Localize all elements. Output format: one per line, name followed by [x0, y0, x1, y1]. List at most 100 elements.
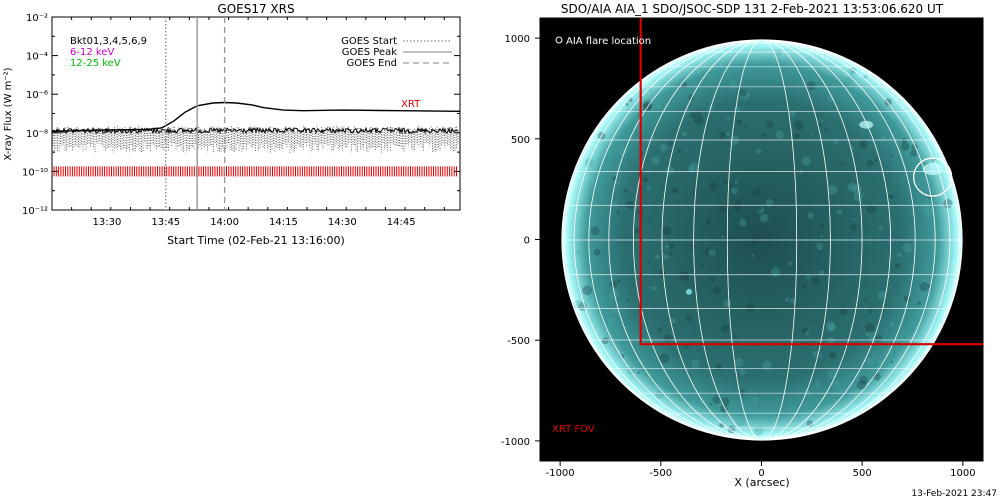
surface-blob: [839, 307, 848, 316]
surface-blob: [671, 187, 679, 194]
surface-blob: [721, 235, 724, 238]
aia-axes: -1000 -500 0 500 1000 -1000 -500 0 500 1000: [501, 34, 976, 479]
surface-blob: [807, 212, 814, 219]
surface-blob: [816, 243, 823, 250]
surface-blob: [827, 369, 838, 379]
surface-blob: [573, 299, 583, 309]
surface-blob: [682, 131, 687, 137]
surface-blob: [648, 87, 652, 91]
surface-blob: [874, 334, 883, 343]
surface-blob: [658, 327, 662, 332]
surface-blob: [852, 217, 855, 221]
surface-blob: [812, 351, 819, 358]
surface-blob: [700, 264, 705, 268]
surface-blob: [818, 123, 823, 128]
aia-x-tick-label: 500: [853, 468, 872, 479]
surface-blob: [646, 261, 650, 265]
surface-blob: [613, 200, 618, 205]
surface-blob: [723, 299, 732, 308]
surface-blob: [646, 186, 652, 191]
surface-blob: [852, 183, 863, 194]
surface-blob: [680, 81, 688, 89]
goes-title: GOES17 XRS: [217, 2, 294, 16]
surface-blob: [655, 254, 660, 259]
heliographic-grid: [562, 40, 962, 440]
surface-blob: [653, 173, 656, 176]
surface-blob: [663, 254, 669, 260]
y-tick-label: 10⁻⁸: [26, 129, 48, 140]
legend-right-entry: GOES End: [347, 58, 397, 69]
surface-blob: [925, 208, 934, 217]
goes-panel: GOES17 XRS 10⁻¹² 10⁻¹⁰ 10⁻⁸ 10⁻⁶ 10⁻⁴ 10⁻² 13…: [3, 2, 461, 247]
surface-blob: [847, 182, 857, 192]
surface-blob: [863, 191, 866, 195]
surface-blob: [874, 158, 878, 163]
aia-y-tick-label: -1000: [501, 437, 530, 448]
aia-panel: SDO/AIA AIA_1 SDO/JSOC-SDP 131 2-Feb-202…: [501, 2, 984, 489]
surface-blob: [840, 161, 844, 165]
y-tick-label: 10⁻²: [26, 13, 48, 24]
surface-blob: [721, 325, 729, 334]
surface-blob: [806, 275, 810, 280]
surface-blob: [910, 321, 915, 327]
longitude-line: [661, 40, 863, 440]
surface-blob: [851, 146, 855, 150]
surface-blob: [809, 326, 812, 329]
surface-blob: [623, 188, 629, 194]
surface-blob: [820, 234, 823, 238]
surface-blob: [806, 420, 814, 427]
surface-blob: [576, 250, 581, 255]
surface-blob: [750, 236, 759, 245]
longitude-line: [588, 40, 936, 440]
surface-blob: [733, 201, 743, 211]
surface-blob: [910, 149, 918, 157]
aia-legend-marker: [555, 36, 563, 44]
active-region-north: [859, 120, 874, 129]
surface-blob: [677, 148, 682, 153]
surface-blob: [865, 330, 875, 340]
surface-blob: [775, 49, 782, 57]
surface-blob: [720, 397, 730, 407]
surface-blob: [832, 380, 841, 388]
surface-blob: [628, 98, 633, 103]
surface-blob: [728, 183, 733, 187]
longitude-line: [726, 40, 798, 440]
aia-x-axis-label: X (arcsec): [734, 476, 789, 489]
surface-blob: [690, 112, 697, 119]
surface-blob: [838, 388, 844, 394]
surface-blob: [901, 137, 907, 144]
surface-blob: [648, 217, 651, 221]
longitude-line: [564, 40, 960, 440]
noise-strokes: [52, 126, 459, 153]
surface-blob: [668, 252, 673, 257]
surface-blob: [894, 263, 901, 269]
aia-y-tick-label: 0: [524, 236, 530, 247]
surface-blob: [607, 316, 616, 325]
surface-blob: [775, 155, 779, 159]
surface-blob: [863, 298, 867, 302]
surface-blob: [708, 249, 716, 257]
aia-overlay: [639, 18, 983, 346]
surface-blob: [928, 277, 932, 281]
surface-blob: [691, 359, 700, 369]
surface-blob: [884, 98, 892, 106]
active-region-south: [686, 288, 693, 295]
surface-blob: [664, 244, 670, 250]
surface-blob: [917, 301, 921, 306]
surface-blob: [614, 180, 620, 185]
surface-blob: [878, 359, 883, 365]
surface-blob: [705, 224, 708, 227]
surface-blob: [642, 176, 649, 183]
longitude-line: [633, 40, 891, 440]
surface-blob: [651, 285, 656, 291]
y-tick-label: 10⁻⁴: [26, 52, 48, 63]
surface-blob: [818, 270, 825, 276]
flare-location-circle: [913, 157, 953, 197]
surface-blob: [734, 128, 737, 131]
surface-blob: [582, 285, 592, 296]
legend-left-entry: 12-25 keV: [70, 58, 121, 69]
surface-blob: [727, 425, 736, 434]
surface-blob: [848, 67, 857, 75]
surface-blob: [833, 138, 839, 145]
surface-blob: [863, 74, 868, 79]
